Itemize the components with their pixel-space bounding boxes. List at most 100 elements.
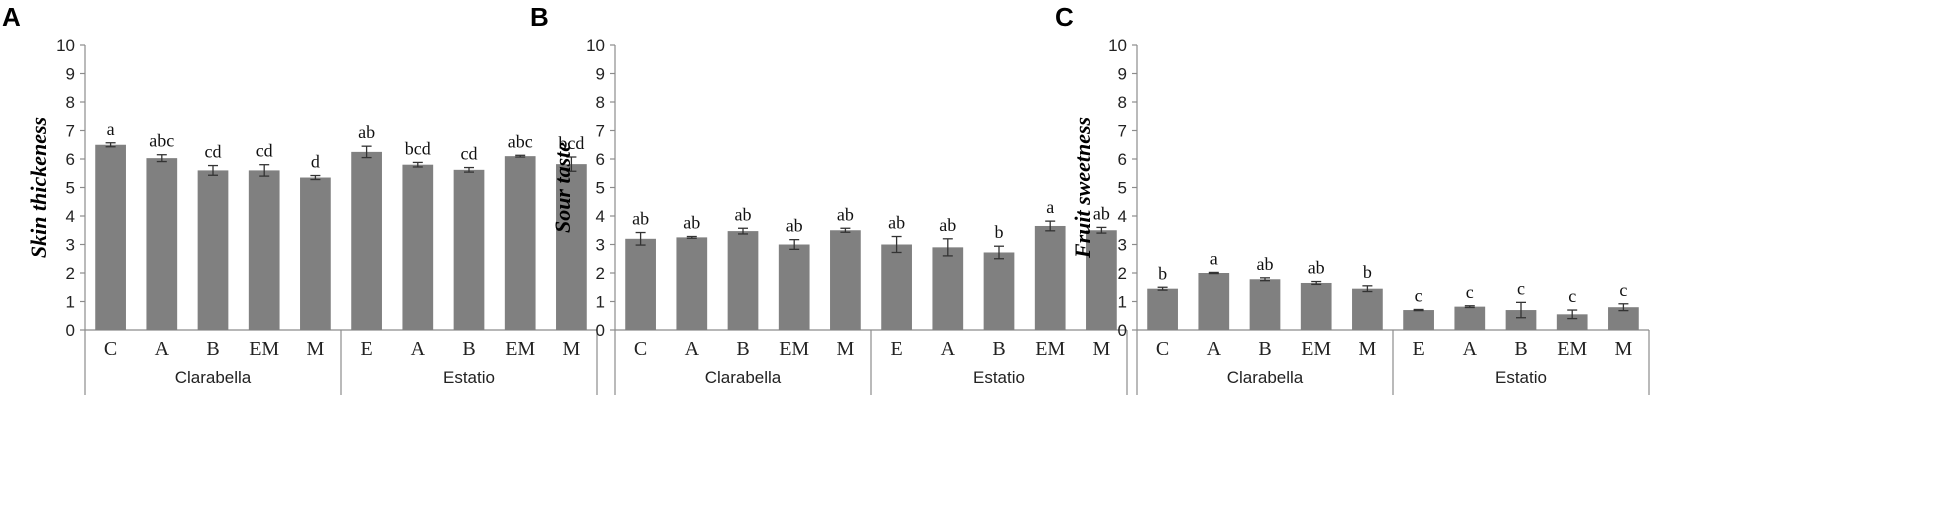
significance-label: b bbox=[1363, 262, 1372, 282]
significance-label: cd bbox=[205, 142, 222, 162]
significance-label: ab bbox=[1308, 258, 1325, 278]
bar bbox=[1300, 282, 1332, 330]
y-tick-label: 3 bbox=[66, 236, 75, 255]
y-tick-label: 5 bbox=[66, 179, 75, 198]
bar bbox=[197, 170, 229, 330]
category-label: EM bbox=[249, 338, 279, 360]
bar bbox=[1034, 225, 1066, 330]
y-tick-label: 8 bbox=[1118, 93, 1127, 112]
y-tick-label: 9 bbox=[1118, 65, 1127, 84]
y-tick-label: 4 bbox=[596, 207, 605, 226]
bar bbox=[300, 177, 331, 330]
significance-label: ab bbox=[735, 204, 752, 224]
significance-label: c bbox=[1619, 280, 1627, 300]
bar bbox=[402, 164, 434, 330]
category-label: M bbox=[307, 338, 325, 360]
significance-label: ab bbox=[1257, 254, 1274, 274]
y-tick-label: 2 bbox=[66, 264, 75, 283]
group-label: Estatio bbox=[443, 368, 495, 387]
significance-label: ab bbox=[632, 209, 649, 229]
category-label: M bbox=[1615, 338, 1633, 360]
category-label: A bbox=[941, 338, 956, 360]
significance-label: c bbox=[1517, 278, 1525, 298]
significance-label: b bbox=[995, 222, 1004, 242]
category-label: M bbox=[563, 338, 581, 360]
category-label: A bbox=[155, 338, 170, 360]
y-tick-label: 6 bbox=[66, 150, 75, 169]
category-label: B bbox=[1258, 338, 1271, 360]
y-tick-label: 10 bbox=[586, 36, 605, 55]
category-label: C bbox=[634, 338, 647, 360]
category-label: A bbox=[685, 338, 700, 360]
y-axis-label: Sour taste bbox=[550, 142, 575, 233]
category-label: A bbox=[1463, 338, 1478, 360]
y-tick-label: 0 bbox=[596, 321, 605, 340]
category-label: E bbox=[890, 338, 902, 360]
significance-label: b bbox=[1158, 263, 1167, 283]
significance-label: a bbox=[1210, 248, 1218, 268]
category-label: E bbox=[360, 338, 372, 360]
significance-label: c bbox=[1568, 286, 1576, 306]
bar bbox=[1198, 273, 1230, 330]
group-label: Estatio bbox=[1495, 368, 1547, 387]
significance-label: cd bbox=[256, 141, 273, 161]
significance-label: ab bbox=[786, 216, 803, 236]
category-label: B bbox=[992, 338, 1005, 360]
y-tick-label: 3 bbox=[1118, 236, 1127, 255]
significance-label: abc bbox=[149, 131, 174, 151]
y-tick-label: 5 bbox=[596, 179, 605, 198]
y-tick-label: 4 bbox=[1118, 207, 1127, 226]
significance-label: d bbox=[311, 152, 320, 172]
bar bbox=[1505, 310, 1537, 330]
y-tick-label: 9 bbox=[596, 65, 605, 84]
bar bbox=[351, 151, 382, 330]
bar bbox=[727, 231, 759, 330]
bar bbox=[1249, 279, 1281, 330]
y-tick-label: 9 bbox=[66, 65, 75, 84]
bar bbox=[146, 158, 178, 330]
bar bbox=[830, 230, 861, 330]
panel-letter: C bbox=[1055, 2, 1074, 32]
category-label: B bbox=[462, 338, 475, 360]
category-label: EM bbox=[505, 338, 535, 360]
significance-label: bcd bbox=[405, 138, 431, 158]
bar bbox=[932, 247, 964, 330]
category-label: E bbox=[1412, 338, 1424, 360]
bar bbox=[453, 169, 485, 330]
category-label: B bbox=[1514, 338, 1527, 360]
y-tick-label: 8 bbox=[596, 93, 605, 112]
bar bbox=[778, 244, 810, 330]
bar bbox=[556, 164, 587, 330]
y-axis-label: Fruit sweetness bbox=[1070, 117, 1095, 259]
y-tick-label: 1 bbox=[1118, 293, 1127, 312]
category-label: B bbox=[206, 338, 219, 360]
significance-label: a bbox=[107, 119, 115, 139]
significance-label: c bbox=[1415, 285, 1423, 305]
y-tick-label: 0 bbox=[1118, 321, 1127, 340]
significance-label: cd bbox=[461, 144, 478, 164]
category-label: C bbox=[104, 338, 117, 360]
bar bbox=[625, 238, 656, 330]
y-tick-label: 3 bbox=[596, 236, 605, 255]
bar bbox=[504, 156, 536, 330]
y-tick-label: 6 bbox=[1118, 150, 1127, 169]
significance-label: ab bbox=[939, 215, 956, 235]
bar bbox=[248, 170, 280, 330]
y-axis-label: Skin thickeness bbox=[26, 117, 51, 258]
category-label: EM bbox=[1035, 338, 1065, 360]
category-label: EM bbox=[1301, 338, 1331, 360]
significance-label: ab bbox=[888, 213, 905, 233]
group-label: Clarabella bbox=[705, 368, 782, 387]
significance-label: c bbox=[1466, 282, 1474, 302]
group-label: Estatio bbox=[973, 368, 1025, 387]
category-label: M bbox=[837, 338, 855, 360]
y-tick-label: 5 bbox=[1118, 179, 1127, 198]
category-label: C bbox=[1156, 338, 1169, 360]
y-tick-label: 10 bbox=[56, 36, 75, 55]
category-label: B bbox=[736, 338, 749, 360]
category-label: M bbox=[1093, 338, 1111, 360]
bar bbox=[1403, 310, 1434, 330]
bar bbox=[676, 237, 708, 330]
bar bbox=[95, 144, 126, 330]
category-label: A bbox=[1207, 338, 1222, 360]
